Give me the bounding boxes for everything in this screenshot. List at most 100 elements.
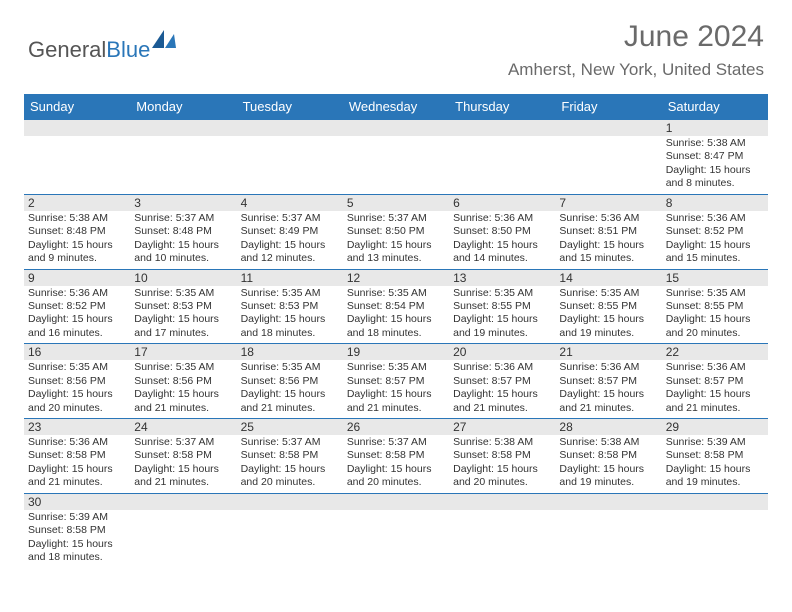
logo: GeneralBlue	[28, 30, 178, 69]
calendar-day-cell: 28Sunrise: 5:38 AMSunset: 8:58 PMDayligh…	[555, 419, 661, 494]
day-number: 2	[24, 195, 130, 211]
day-content: Sunrise: 5:36 AMSunset: 8:52 PMDaylight:…	[24, 286, 130, 344]
calendar-day-cell	[449, 120, 555, 195]
calendar-day-cell	[130, 493, 236, 567]
calendar-body: 1Sunrise: 5:38 AMSunset: 8:47 PMDaylight…	[24, 120, 768, 568]
day-header-row: SundayMondayTuesdayWednesdayThursdayFrid…	[24, 94, 768, 120]
day-content: Sunrise: 5:36 AMSunset: 8:57 PMDaylight:…	[662, 360, 768, 418]
day-content: Sunrise: 5:36 AMSunset: 8:57 PMDaylight:…	[449, 360, 555, 418]
day-number	[130, 120, 236, 136]
day-number: 1	[662, 120, 768, 136]
day-header: Monday	[130, 94, 236, 120]
day-header: Wednesday	[343, 94, 449, 120]
day-content: Sunrise: 5:37 AMSunset: 8:58 PMDaylight:…	[343, 435, 449, 493]
day-number	[343, 120, 449, 136]
calendar-day-cell: 4Sunrise: 5:37 AMSunset: 8:49 PMDaylight…	[237, 194, 343, 269]
calendar-day-cell: 22Sunrise: 5:36 AMSunset: 8:57 PMDayligh…	[662, 344, 768, 419]
day-content	[343, 510, 449, 564]
calendar-day-cell: 7Sunrise: 5:36 AMSunset: 8:51 PMDaylight…	[555, 194, 661, 269]
day-content: Sunrise: 5:35 AMSunset: 8:55 PMDaylight:…	[662, 286, 768, 344]
day-header: Thursday	[449, 94, 555, 120]
day-content: Sunrise: 5:35 AMSunset: 8:56 PMDaylight:…	[24, 360, 130, 418]
calendar-day-cell: 19Sunrise: 5:35 AMSunset: 8:57 PMDayligh…	[343, 344, 449, 419]
day-content: Sunrise: 5:35 AMSunset: 8:54 PMDaylight:…	[343, 286, 449, 344]
day-number: 23	[24, 419, 130, 435]
day-content: Sunrise: 5:36 AMSunset: 8:52 PMDaylight:…	[662, 211, 768, 269]
calendar-day-cell: 6Sunrise: 5:36 AMSunset: 8:50 PMDaylight…	[449, 194, 555, 269]
day-number: 30	[24, 494, 130, 510]
day-number: 28	[555, 419, 661, 435]
calendar-day-cell	[662, 493, 768, 567]
day-number	[555, 494, 661, 510]
day-content: Sunrise: 5:35 AMSunset: 8:57 PMDaylight:…	[343, 360, 449, 418]
day-content: Sunrise: 5:35 AMSunset: 8:56 PMDaylight:…	[237, 360, 343, 418]
calendar-day-cell: 24Sunrise: 5:37 AMSunset: 8:58 PMDayligh…	[130, 419, 236, 494]
calendar-day-cell: 27Sunrise: 5:38 AMSunset: 8:58 PMDayligh…	[449, 419, 555, 494]
day-number: 9	[24, 270, 130, 286]
day-content: Sunrise: 5:37 AMSunset: 8:58 PMDaylight:…	[130, 435, 236, 493]
day-content: Sunrise: 5:37 AMSunset: 8:49 PMDaylight:…	[237, 211, 343, 269]
day-header: Saturday	[662, 94, 768, 120]
day-content: Sunrise: 5:37 AMSunset: 8:50 PMDaylight:…	[343, 211, 449, 269]
day-header: Tuesday	[237, 94, 343, 120]
calendar-day-cell: 17Sunrise: 5:35 AMSunset: 8:56 PMDayligh…	[130, 344, 236, 419]
day-number: 17	[130, 344, 236, 360]
calendar-day-cell: 18Sunrise: 5:35 AMSunset: 8:56 PMDayligh…	[237, 344, 343, 419]
day-content	[662, 510, 768, 564]
calendar-day-cell	[130, 120, 236, 195]
day-number: 29	[662, 419, 768, 435]
day-number	[449, 120, 555, 136]
page-header: GeneralBlue June 2024 Amherst, New York,…	[0, 0, 792, 86]
calendar-day-cell: 10Sunrise: 5:35 AMSunset: 8:53 PMDayligh…	[130, 269, 236, 344]
day-content	[130, 510, 236, 564]
day-content: Sunrise: 5:39 AMSunset: 8:58 PMDaylight:…	[662, 435, 768, 493]
calendar-day-cell: 2Sunrise: 5:38 AMSunset: 8:48 PMDaylight…	[24, 194, 130, 269]
day-content	[343, 136, 449, 190]
day-number: 25	[237, 419, 343, 435]
day-content	[449, 136, 555, 190]
day-header: Friday	[555, 94, 661, 120]
day-content	[24, 136, 130, 190]
logo-sail-icon	[152, 30, 178, 55]
day-number	[662, 494, 768, 510]
day-number: 8	[662, 195, 768, 211]
calendar-day-cell: 12Sunrise: 5:35 AMSunset: 8:54 PMDayligh…	[343, 269, 449, 344]
calendar-day-cell: 15Sunrise: 5:35 AMSunset: 8:55 PMDayligh…	[662, 269, 768, 344]
day-content	[555, 510, 661, 564]
calendar-week: 9Sunrise: 5:36 AMSunset: 8:52 PMDaylight…	[24, 269, 768, 344]
day-number: 5	[343, 195, 449, 211]
day-content: Sunrise: 5:35 AMSunset: 8:55 PMDaylight:…	[449, 286, 555, 344]
day-number: 21	[555, 344, 661, 360]
day-number: 18	[237, 344, 343, 360]
day-number	[130, 494, 236, 510]
day-number: 12	[343, 270, 449, 286]
calendar-day-cell	[343, 120, 449, 195]
day-content	[449, 510, 555, 564]
day-number: 4	[237, 195, 343, 211]
calendar-day-cell	[343, 493, 449, 567]
day-content: Sunrise: 5:36 AMSunset: 8:58 PMDaylight:…	[24, 435, 130, 493]
calendar-day-cell	[237, 493, 343, 567]
day-number: 20	[449, 344, 555, 360]
day-header: Sunday	[24, 94, 130, 120]
title-block: June 2024 Amherst, New York, United Stat…	[508, 20, 764, 80]
calendar-day-cell: 29Sunrise: 5:39 AMSunset: 8:58 PMDayligh…	[662, 419, 768, 494]
calendar-day-cell: 5Sunrise: 5:37 AMSunset: 8:50 PMDaylight…	[343, 194, 449, 269]
day-number: 7	[555, 195, 661, 211]
calendar-day-cell	[555, 493, 661, 567]
calendar-day-cell: 1Sunrise: 5:38 AMSunset: 8:47 PMDaylight…	[662, 120, 768, 195]
month-title: June 2024	[508, 20, 764, 54]
calendar-day-cell: 16Sunrise: 5:35 AMSunset: 8:56 PMDayligh…	[24, 344, 130, 419]
day-number: 22	[662, 344, 768, 360]
day-number: 6	[449, 195, 555, 211]
calendar-day-cell: 23Sunrise: 5:36 AMSunset: 8:58 PMDayligh…	[24, 419, 130, 494]
day-number: 13	[449, 270, 555, 286]
calendar-day-cell	[237, 120, 343, 195]
calendar-thead: SundayMondayTuesdayWednesdayThursdayFrid…	[24, 94, 768, 120]
day-content	[130, 136, 236, 190]
day-number	[555, 120, 661, 136]
calendar-day-cell: 25Sunrise: 5:37 AMSunset: 8:58 PMDayligh…	[237, 419, 343, 494]
logo-word-2: Blue	[106, 37, 150, 62]
day-content: Sunrise: 5:35 AMSunset: 8:56 PMDaylight:…	[130, 360, 236, 418]
day-number: 19	[343, 344, 449, 360]
